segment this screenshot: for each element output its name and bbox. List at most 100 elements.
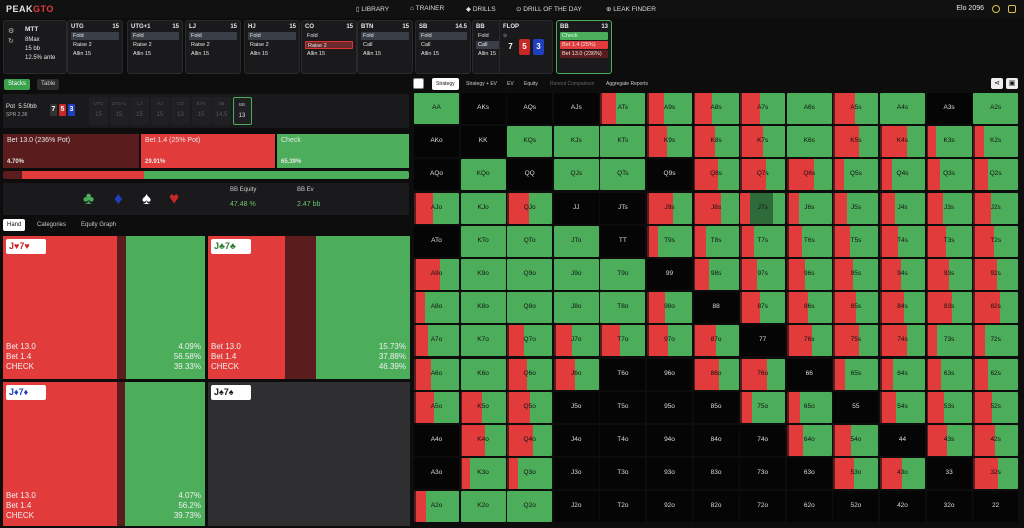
matrix-cell[interactable]: 65o (786, 391, 832, 423)
matrix-cell[interactable]: Q4s (880, 159, 925, 191)
matrix-cell[interactable]: QJs (553, 159, 599, 191)
matrix-cell[interactable]: JTo (553, 225, 599, 257)
matrix-cell[interactable]: 32s (973, 458, 1019, 490)
matrix-cell[interactable]: K7s (740, 126, 786, 158)
position-action[interactable]: Fold (478, 33, 489, 39)
matrix-cell[interactable]: A8o (414, 292, 459, 324)
nav-library[interactable]: ▯ LIBRARY (356, 6, 390, 13)
seat-btn[interactable]: BTN 15 (191, 97, 211, 125)
matrix-cell[interactable]: AJo (414, 192, 459, 224)
matrix-cell[interactable]: 62o (786, 491, 832, 523)
position-action[interactable]: Allin 15 (191, 51, 210, 57)
matrix-cell[interactable]: 43s (926, 425, 972, 456)
share-icon[interactable]: ⋖ (991, 78, 1003, 89)
matrix-cell[interactable]: K2s (973, 126, 1019, 158)
matrix-cell[interactable]: J5s (833, 192, 879, 224)
matrix-cell[interactable]: 83o (693, 458, 739, 490)
seat-co[interactable]: CO 13 (171, 97, 190, 125)
matrix-cell[interactable]: J2o (553, 491, 599, 523)
emoji-icon[interactable] (992, 5, 1000, 13)
hand-panel[interactable]: J♥7♥ Bet 13.0 4.09% Bet 1.4 56.58% CHECK 39.33… (3, 236, 205, 379)
matrix-cell[interactable]: 54s (880, 391, 925, 423)
matrix-cell[interactable]: 83s (926, 292, 972, 324)
matrix-cell[interactable]: AKs (460, 93, 506, 124)
bb-action-box[interactable]: BB 13 Check Bet 1.4 (25%) Bet 13.0 (236%) (556, 20, 612, 74)
matrix-cell[interactable]: A3s (926, 93, 972, 124)
seat-lj[interactable]: LJ 15 (130, 97, 149, 125)
matrix-cell[interactable]: A2o (414, 491, 459, 523)
matrix-cell[interactable]: ATo (414, 225, 459, 257)
matrix-cell[interactable]: T4s (880, 225, 925, 257)
matrix-cell[interactable]: Q8s (693, 159, 739, 191)
matrix-cell[interactable]: 52o (833, 491, 879, 523)
matrix-cell[interactable]: J8s (693, 192, 739, 224)
matrix-cell[interactable]: K3s (926, 126, 972, 158)
bb-action-bet-big[interactable]: Bet 13.0 (236%) (560, 50, 608, 58)
chat-icon[interactable] (1008, 5, 1016, 13)
matrix-cell[interactable]: T9o (600, 259, 646, 290)
tab-equity-graph[interactable]: Equity Graph (81, 222, 117, 228)
seat-utg-plus-1[interactable]: UTG+1 15 (109, 97, 129, 125)
nav-drill-of-the-day[interactable]: ⊙ DRILL OF THE DAY (516, 6, 582, 13)
matrix-cell[interactable]: 87s (740, 292, 786, 324)
matrix-cell[interactable]: Q2o (507, 491, 553, 523)
matrix-cell[interactable]: A6s (786, 93, 832, 124)
matrix-cell[interactable]: 92s (973, 259, 1019, 290)
matrix-cell[interactable]: KK (460, 126, 506, 158)
tab-aggregate-reports[interactable]: Aggregate Reports (606, 81, 648, 87)
matrix-cell[interactable]: 86s (786, 292, 832, 324)
matrix-cell[interactable]: Q7s (740, 159, 786, 191)
matrix-cell[interactable]: Q5o (507, 391, 553, 423)
matrix-cell[interactable]: J3o (553, 458, 599, 490)
matrix-cell[interactable]: 98s (693, 259, 739, 290)
tab-equity[interactable]: Equity (524, 81, 538, 87)
position-action[interactable]: Call (421, 42, 431, 48)
matrix-cell[interactable]: K8o (460, 292, 506, 324)
matrix-cell[interactable]: T8o (600, 292, 646, 324)
matrix-cell[interactable]: Q6s (786, 159, 832, 191)
position-box-hj[interactable]: HJ 15 Fold Raise 2 Allin 15 (244, 20, 300, 74)
matrix-cell[interactable]: 82s (973, 292, 1019, 324)
matrix-cell[interactable]: 22 (973, 491, 1019, 523)
matrix-cell[interactable]: A5o (414, 391, 459, 423)
matrix-cell[interactable]: QJo (507, 192, 553, 224)
matrix-cell[interactable]: K9s (647, 126, 692, 158)
seat-bb[interactable]: BB 13 (232, 97, 252, 125)
matrix-cell[interactable]: 85o (693, 391, 739, 423)
matrix-cell[interactable]: Q5s (833, 159, 879, 191)
matrix-cell[interactable]: ATs (600, 93, 646, 124)
matrix-cell[interactable]: QTs (600, 159, 646, 191)
matrix-cell[interactable]: AJs (553, 93, 599, 124)
position-action[interactable]: Allin 15 (363, 51, 382, 57)
matrix-cell[interactable]: T3o (600, 458, 646, 490)
matrix-cell[interactable]: 74s (880, 325, 925, 357)
matrix-cell[interactable]: 72o (740, 491, 786, 523)
matrix-cell[interactable]: AKo (414, 126, 459, 158)
matrix-cell[interactable]: 94o (647, 425, 692, 456)
matrix-cell[interactable]: J7s (740, 192, 786, 224)
matrix-cell[interactable]: J6o (553, 358, 599, 390)
matrix-cell[interactable]: J4s (880, 192, 925, 224)
matrix-cell[interactable]: JJ (553, 192, 599, 224)
nav-trainer[interactable]: ⌂ TRAINER (410, 5, 445, 12)
matrix-cell[interactable]: T6s (786, 225, 832, 257)
matrix-cell[interactable]: TT (600, 225, 646, 257)
matrix-cell[interactable]: J5o (553, 391, 599, 423)
flop-edit-icon[interactable]: ⊘ (503, 33, 508, 39)
matrix-cell[interactable]: T5o (600, 391, 646, 423)
matrix-cell[interactable]: J9s (647, 192, 692, 224)
position-action[interactable]: Raise 2 (73, 42, 92, 48)
gear-icon[interactable]: ⚙ (8, 28, 15, 35)
matrix-cell[interactable]: KQs (507, 126, 553, 158)
matrix-cell[interactable]: 74o (740, 425, 786, 456)
matrix-cell[interactable]: Q8o (507, 292, 553, 324)
matrix-cell[interactable]: 76o (740, 358, 786, 390)
matrix-cell[interactable]: T2o (600, 491, 646, 523)
matrix-cell[interactable]: 95o (647, 391, 692, 423)
matrix-cell[interactable]: 73o (740, 458, 786, 490)
matrix-cell[interactable]: 93s (926, 259, 972, 290)
seat-sb[interactable]: SB 14.5 (212, 97, 231, 125)
action-button-1[interactable]: Bet 1.4 (25% Pot) 29.91% (141, 134, 275, 168)
matrix-cell[interactable]: Q2s (973, 159, 1019, 191)
matrix-cell[interactable]: 65s (833, 358, 879, 390)
